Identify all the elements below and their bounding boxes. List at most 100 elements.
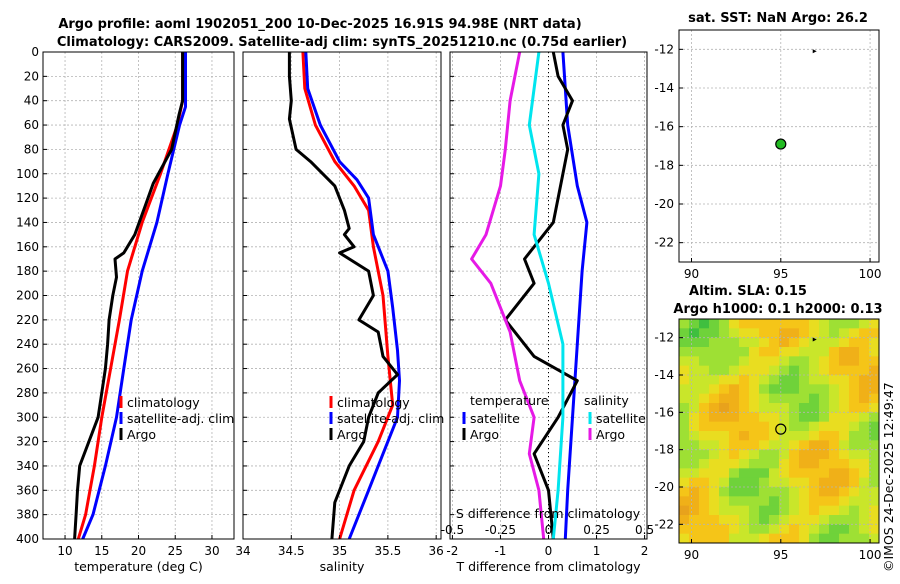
sla-cell bbox=[749, 421, 760, 432]
sla-cell bbox=[819, 403, 830, 413]
sla-cell bbox=[689, 524, 700, 535]
y-tick-label: 160 bbox=[16, 240, 39, 254]
sla-cell bbox=[719, 533, 730, 544]
sla-cell bbox=[819, 412, 830, 423]
sla-cell bbox=[799, 524, 810, 535]
sla-cell bbox=[679, 337, 690, 348]
sla-cell bbox=[869, 328, 880, 339]
sla-cell bbox=[859, 356, 870, 367]
y-tick-label: 380 bbox=[16, 508, 39, 522]
sla-cell bbox=[819, 393, 830, 404]
sla-cell bbox=[809, 319, 820, 329]
y-tick-label: 240 bbox=[16, 337, 39, 351]
sla-cell bbox=[849, 515, 860, 525]
x-axis-label: T difference from climatology bbox=[455, 559, 641, 574]
sla-cell bbox=[779, 496, 790, 507]
sla-cell bbox=[699, 328, 710, 339]
sla-cell bbox=[749, 356, 760, 367]
sla-cell bbox=[779, 449, 790, 460]
sla-cell bbox=[809, 477, 820, 488]
sla-cell bbox=[749, 524, 760, 535]
y-tick-label: 360 bbox=[16, 483, 39, 497]
series-line-argo bbox=[73, 52, 185, 540]
sla-cell bbox=[839, 384, 850, 395]
sla-cell bbox=[869, 365, 880, 376]
sla-cell bbox=[769, 375, 780, 385]
y-tick-label: 80 bbox=[24, 142, 39, 156]
sla-cell bbox=[739, 449, 750, 460]
sla-cell bbox=[799, 487, 810, 497]
sla-cell bbox=[709, 421, 720, 432]
sla-cell bbox=[869, 505, 880, 516]
sla-cell bbox=[689, 505, 700, 516]
sla-cell bbox=[709, 515, 720, 525]
sla-cell bbox=[859, 496, 870, 507]
sla-cell bbox=[729, 328, 740, 339]
sla-cell bbox=[689, 393, 700, 404]
sla-cell bbox=[849, 533, 860, 544]
series-line-temperature-argo bbox=[503, 51, 579, 540]
sla-cell bbox=[729, 403, 740, 413]
sla-cell bbox=[759, 375, 770, 385]
sla-cell bbox=[719, 393, 730, 404]
sla-cell bbox=[789, 393, 800, 404]
sla-cell bbox=[779, 468, 790, 479]
series-line-satellite-adj-clim bbox=[304, 51, 401, 540]
sla-cell bbox=[829, 375, 840, 385]
sla-cell bbox=[809, 337, 820, 348]
sla-cell bbox=[709, 328, 720, 339]
sla-cell bbox=[789, 515, 800, 525]
sla-cell bbox=[769, 337, 780, 348]
sla-cell bbox=[709, 319, 720, 329]
y-tick-label: 60 bbox=[24, 118, 39, 132]
sla-cell bbox=[749, 477, 760, 488]
difference-panel: -2 -1 0 1 2T difference from climatology temp… bbox=[441, 51, 654, 574]
sla-cell bbox=[679, 505, 690, 516]
sla-cell bbox=[849, 421, 860, 432]
sla-cell bbox=[779, 384, 790, 395]
sla-cell bbox=[779, 487, 790, 497]
sla-cell bbox=[789, 421, 800, 432]
sla-cell bbox=[779, 477, 790, 488]
series-line-climatology bbox=[301, 51, 395, 540]
sla-cell bbox=[709, 505, 720, 516]
imos-credit: ©IMOS 24-Dec-2025 12:49:47 bbox=[881, 382, 896, 572]
sla-cell bbox=[769, 496, 780, 507]
x-tick-label: 10 bbox=[57, 544, 72, 558]
sla-cell bbox=[789, 440, 800, 451]
sla-cell bbox=[789, 356, 800, 367]
sla-cell bbox=[769, 487, 780, 497]
sla-cell bbox=[859, 403, 870, 413]
sla-cell bbox=[759, 449, 770, 460]
x-tick-label: 36 bbox=[429, 544, 444, 558]
sla-cell bbox=[779, 337, 790, 348]
sla-cell bbox=[769, 356, 780, 367]
sla-cell bbox=[789, 328, 800, 339]
sla-cell bbox=[739, 515, 750, 525]
sla-cell bbox=[799, 375, 810, 385]
x-tick-label: 25 bbox=[168, 544, 183, 558]
sla-cell bbox=[729, 515, 740, 525]
sla-cell bbox=[689, 477, 700, 488]
y-tick-label: 100 bbox=[16, 167, 39, 181]
sla-cell bbox=[719, 449, 730, 460]
sla-cell bbox=[849, 347, 860, 357]
sla-cell bbox=[849, 337, 860, 348]
sla-cell bbox=[819, 347, 830, 357]
velocity-arrow bbox=[812, 49, 817, 54]
sla-cell bbox=[759, 524, 770, 535]
sla-cell bbox=[869, 515, 880, 525]
sla-cell bbox=[749, 375, 760, 385]
sla-cell bbox=[699, 431, 710, 441]
sla-cell bbox=[769, 440, 780, 451]
sla-cell bbox=[829, 356, 840, 367]
sla-cell bbox=[739, 505, 750, 516]
y-tick-label: -20 bbox=[654, 197, 674, 211]
figure-title-line1: Argo profile: aoml 1902051_200 10-Dec-20… bbox=[58, 17, 581, 32]
sla-cell bbox=[799, 449, 810, 460]
sla-cell bbox=[759, 477, 770, 488]
sla-cell bbox=[719, 440, 730, 451]
sla-cell bbox=[819, 384, 830, 395]
y-tick-label: -18 bbox=[654, 443, 674, 457]
